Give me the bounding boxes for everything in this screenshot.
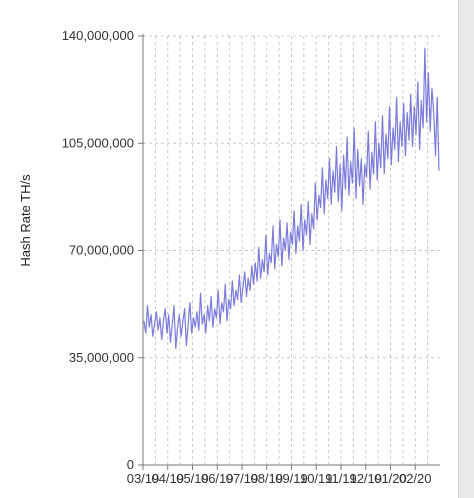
x-tick-label: 12/19: [349, 471, 382, 486]
x-tick-label: 11/19: [325, 471, 357, 486]
label-layer: 0 35,000,000 70,000,000 105,000,000 140,000,…: [62, 28, 432, 486]
chart-area: 0 35,000,000 70,000,000 105,000,000 140,000,…: [18, 28, 440, 486]
x-tick-label: 09/19: [275, 471, 308, 486]
axis-layer: [138, 34, 440, 470]
x-tick-label: 01/20: [374, 471, 407, 486]
series-line: [143, 47, 440, 350]
x-tick-label: 05/19: [176, 471, 209, 486]
x-tick-label: 04/19: [151, 471, 184, 486]
y-tick-label: 35,000,000: [69, 350, 134, 365]
y-tick-label: 105,000,000: [62, 135, 134, 150]
y-tick-label: 140,000,000: [62, 28, 134, 43]
x-tick-label: 06/19: [201, 471, 234, 486]
hash-rate-line-chart: 0 35,000,000 70,000,000 105,000,000 140,000,…: [18, 28, 440, 486]
y-tick-label: 70,000,000: [69, 243, 134, 258]
grid-layer: [143, 35, 440, 465]
x-tick-label: 07/19: [226, 471, 259, 486]
window-edge: [458, 0, 474, 498]
y-axis-title: Hash Rate TH/s: [18, 174, 33, 267]
series-layer: [143, 47, 440, 350]
x-tick-label: 02/20: [399, 471, 432, 486]
y-tick-label: 0: [127, 457, 134, 472]
x-tick-label: 03/19: [127, 471, 160, 486]
x-tick-label: 08/19: [250, 471, 283, 486]
x-tick-label: 10/19: [300, 471, 333, 486]
